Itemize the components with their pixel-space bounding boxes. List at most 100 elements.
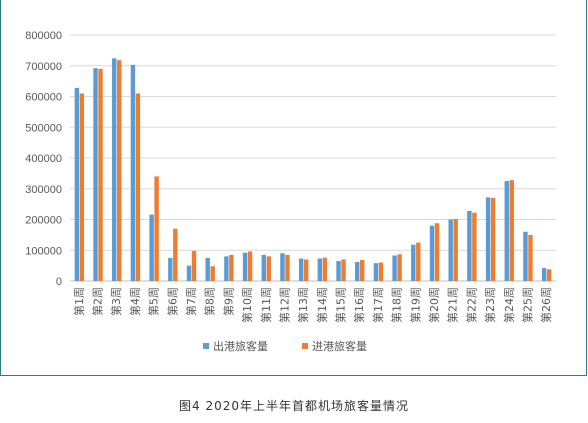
x-tick-label: 第9周 — [221, 287, 235, 316]
x-tick-label: 第20周 — [427, 287, 441, 323]
bar-inbound — [378, 262, 384, 281]
bar-outbound — [93, 68, 98, 282]
bar-outbound — [280, 253, 285, 281]
bar-outbound — [504, 181, 509, 281]
bar-inbound — [154, 176, 159, 281]
x-tick-label: 第24周 — [502, 287, 516, 323]
bar-outbound — [392, 255, 397, 281]
x-tick-label: 第6周 — [165, 287, 179, 316]
bar-inbound — [266, 256, 271, 281]
bar-outbound — [186, 265, 192, 281]
bar-inbound — [117, 60, 122, 282]
bar-outbound — [411, 244, 416, 281]
x-tick-label: 第26周 — [539, 287, 553, 323]
bar-outbound — [485, 197, 491, 281]
bar-outbound — [224, 256, 229, 281]
figure-caption: 图4 2020年上半年首都机场旅客量情况 — [179, 399, 409, 413]
bar-inbound — [322, 257, 328, 281]
bar-inbound — [247, 251, 253, 281]
bar-outbound — [467, 210, 472, 281]
x-tick-label: 第10周 — [240, 287, 254, 323]
bar-outbound — [149, 214, 154, 281]
bar-outbound — [261, 254, 266, 281]
y-tick-label: 300000 — [25, 184, 62, 196]
y-tick-label: 200000 — [25, 215, 62, 227]
bar-inbound — [434, 223, 440, 281]
y-tick-label: 100000 — [25, 245, 62, 257]
bar-outbound — [112, 58, 117, 282]
frame-bottom-border — [0, 375, 587, 376]
bar-inbound — [416, 242, 421, 281]
x-tick-label: 第23周 — [483, 287, 497, 323]
frame-right-border — [586, 0, 587, 376]
bar-inbound — [135, 93, 141, 281]
bar-outbound — [205, 257, 210, 281]
bar-inbound — [210, 266, 215, 281]
x-tick-label: 第16周 — [352, 287, 366, 323]
x-tick-label: 第19周 — [408, 287, 422, 323]
bar-inbound — [303, 259, 309, 281]
y-tick-label: 700000 — [25, 61, 62, 73]
bar-outbound — [74, 87, 80, 281]
x-tick-label: 第12周 — [277, 287, 291, 323]
x-tick-label: 第17周 — [371, 287, 385, 323]
x-tick-label: 第18周 — [390, 287, 404, 323]
bar-inbound — [229, 254, 234, 281]
bar-outbound — [298, 258, 304, 281]
bar-outbound — [373, 263, 379, 281]
bar-inbound — [509, 180, 514, 281]
bars — [74, 58, 552, 282]
bar-inbound — [490, 197, 496, 281]
y-axis-ticks: 0 100000 200000 300000 400000 500000 600000 700… — [25, 30, 62, 288]
bar-inbound — [546, 269, 552, 281]
x-tick-label: 第5周 — [147, 287, 161, 316]
x-tick-label: 第11周 — [259, 287, 273, 323]
bar-outbound — [448, 219, 453, 281]
x-tick-label: 第4周 — [128, 287, 142, 316]
bar-outbound — [523, 231, 528, 281]
legend-swatch-outbound — [203, 343, 209, 349]
x-axis-ticks: 第1周 第2周 第3周 第4周 第5周 第6周 第7周 第8周 第9周 第10周 第11周 第12周第… — [72, 287, 553, 323]
bar-inbound — [79, 93, 85, 281]
bar-inbound — [453, 218, 458, 281]
x-tick-label: 第14周 — [315, 287, 329, 323]
bar-outbound — [317, 258, 323, 281]
bar-inbound — [285, 254, 290, 281]
bar-outbound — [541, 268, 547, 281]
x-tick-label: 第2周 — [91, 287, 105, 316]
bar-inbound — [173, 228, 178, 281]
y-tick-label: 500000 — [25, 122, 62, 134]
x-tick-label: 第21周 — [446, 287, 460, 323]
bar-outbound — [336, 261, 341, 281]
bar-outbound — [242, 252, 248, 281]
y-tick-label: 0 — [56, 276, 62, 288]
bar-outbound — [429, 225, 435, 281]
bar-inbound — [341, 259, 346, 281]
x-tick-label: 第8周 — [203, 287, 217, 316]
passenger-bar-chart: 0 100000 200000 300000 400000 500000 600000 700… — [25, 30, 556, 353]
x-tick-label: 第22周 — [464, 287, 478, 323]
frame-left-border — [0, 0, 1, 376]
x-tick-label: 第7周 — [184, 287, 198, 316]
legend-label-outbound: 出港旅客量 — [213, 339, 268, 353]
x-tick-label: 第15周 — [334, 287, 348, 323]
x-tick-label: 第3周 — [109, 287, 123, 316]
bar-inbound — [191, 250, 197, 281]
bar-inbound — [98, 68, 103, 281]
bar-inbound — [528, 234, 533, 281]
bar-outbound — [130, 64, 136, 281]
bar-inbound — [472, 212, 477, 281]
x-tick-label: 第13周 — [296, 287, 310, 323]
legend-label-inbound: 进港旅客量 — [312, 339, 367, 353]
legend: 出港旅客量 进港旅客量 — [203, 339, 367, 353]
bar-outbound — [168, 257, 173, 281]
bar-inbound — [397, 254, 402, 281]
y-tick-label: 600000 — [25, 92, 62, 104]
grid-lines — [70, 34, 556, 282]
y-tick-label: 400000 — [25, 153, 62, 165]
bar-outbound — [355, 261, 360, 281]
bar-inbound — [360, 260, 365, 281]
x-tick-label: 第1周 — [72, 287, 86, 316]
x-tick-label: 第25周 — [520, 287, 534, 323]
y-tick-label: 800000 — [25, 30, 62, 42]
